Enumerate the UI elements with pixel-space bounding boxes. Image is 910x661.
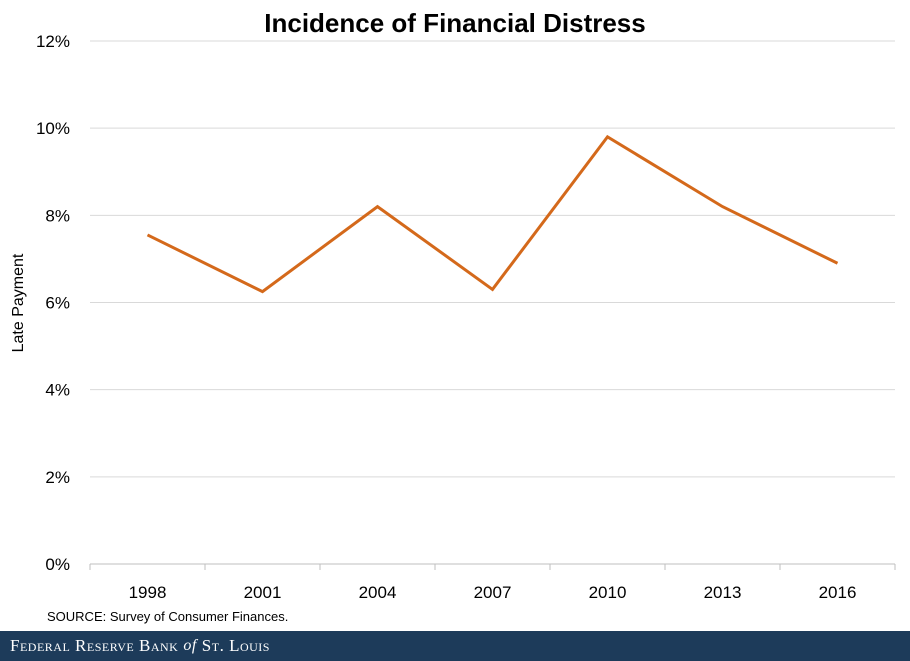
- chart-title: Incidence of Financial Distress: [264, 8, 645, 38]
- x-tick-label: 2010: [589, 583, 627, 602]
- footer-bar: Federal Reserve Bank of St. Louis: [0, 631, 910, 661]
- series-line: [146, 134, 839, 294]
- y-tick-label: 8%: [45, 206, 70, 225]
- x-tick-label: 2016: [819, 583, 857, 602]
- series-group: [146, 134, 839, 294]
- y-axis-label: Late Payment: [10, 253, 27, 352]
- y-tick-label: 12%: [36, 32, 70, 51]
- y-tick-label: 2%: [45, 468, 70, 487]
- footer-of: of: [183, 637, 197, 654]
- x-tick-labels: 1998 2001 2004 2007 2010 2013 2016: [129, 583, 857, 602]
- y-tick-labels: 0% 2% 4% 6% 8% 10% 12%: [36, 32, 70, 574]
- x-tick-label: 2001: [244, 583, 282, 602]
- chart: Incidence of Financial Distress 0% 2% 4% 6%…: [10, 8, 896, 602]
- x-axis: [89, 563, 896, 570]
- x-tick-label: 2007: [474, 583, 512, 602]
- footer-city: St. Louis: [201, 636, 270, 655]
- y-tick-label: 0%: [45, 555, 70, 574]
- x-tick-label: 2004: [359, 583, 397, 602]
- y-tick-label: 4%: [45, 381, 70, 400]
- gridlines: [90, 40, 895, 478]
- footer-name: Federal Reserve Bank: [10, 636, 179, 655]
- y-tick-label: 6%: [45, 294, 70, 313]
- x-tick-label: 1998: [129, 583, 167, 602]
- x-tick-label: 2013: [704, 583, 742, 602]
- y-tick-label: 10%: [36, 119, 70, 138]
- source-note: SOURCE: Survey of Consumer Finances.: [47, 609, 289, 624]
